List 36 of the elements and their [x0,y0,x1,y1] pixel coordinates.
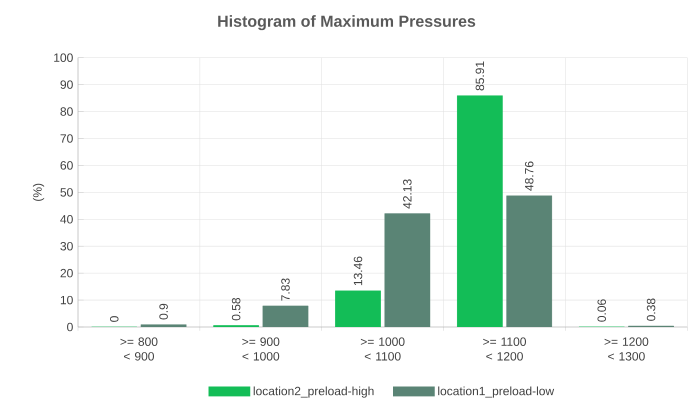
y-tick-label: 40 [60,215,73,224]
bar [335,290,381,327]
data-label: 0.58 [232,298,240,320]
bar [262,306,308,327]
y-tick-label: 90 [60,80,73,89]
y-tick-label: 30 [60,242,73,250]
legend-label: location2_preload-high [254,386,374,398]
data-label: 0 [110,316,119,322]
bar [506,195,552,327]
data-label: 42.13 [403,179,412,209]
data-label: 7.83 [281,278,290,301]
legend-label: location1_preload-low [438,386,554,398]
y-tick-label: 0 [67,322,73,332]
x-tick-label: >= 1100 < 1200 [483,337,526,361]
y-tick-label: 60 [60,161,73,170]
y-axis-title: (%) [32,184,44,201]
y-tick-label: 70 [60,134,73,143]
y-tick-label: 20 [60,268,73,278]
x-tick-label: >= 1000 < 1100 [360,337,405,361]
x-tick-label: >= 1200 < 1300 [604,337,648,361]
x-tick-label: >= 900 < 1000 [242,337,280,361]
y-tick-label: 100 [54,53,73,62]
y-tick-label: 10 [60,296,73,304]
data-label: 0.38 [646,298,656,321]
data-label: 85.91 [476,62,484,90]
bar [456,95,503,327]
y-tick-label: 50 [60,188,73,197]
chart-title: Histogram of Maximum Pressures [218,15,476,30]
bar [140,324,186,327]
data-label: 0.9 [159,304,168,320]
data-label: 48.76 [524,162,534,191]
x-tick-label: >= 800 < 900 [120,337,158,361]
data-label: 13.46 [354,256,362,286]
data-label: 0.06 [597,299,606,322]
bar [384,213,430,327]
y-tick-label: 80 [60,107,73,116]
